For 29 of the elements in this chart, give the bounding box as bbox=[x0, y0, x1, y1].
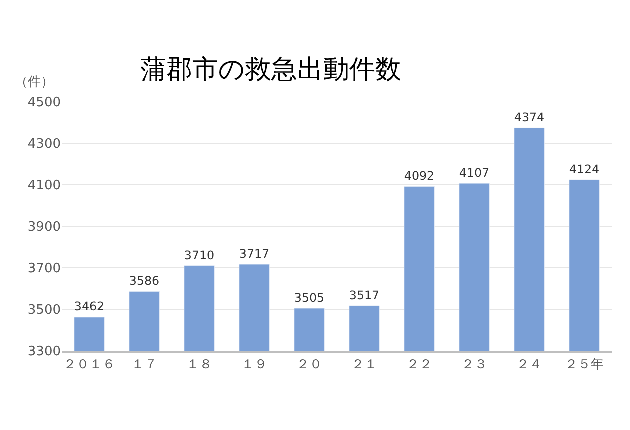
y-tick-label: 4300 bbox=[28, 137, 61, 152]
y-axis-title: （件） bbox=[15, 75, 54, 90]
data-label: 3517 bbox=[349, 288, 380, 302]
data-label: 4107 bbox=[459, 166, 490, 180]
y-tick-label: 3300 bbox=[28, 344, 61, 360]
x-tick-label: ２４ bbox=[516, 357, 542, 372]
y-tick-label: 3500 bbox=[28, 303, 61, 318]
x-tick-label: ２０ bbox=[296, 357, 322, 372]
x-tick-label: １８ bbox=[186, 357, 212, 372]
x-tick-label: ２５年 bbox=[565, 357, 604, 372]
data-label: 3462 bbox=[74, 300, 105, 314]
chart-title: 蒲郡市の救急出動件数 bbox=[140, 54, 402, 85]
y-tick-label: 4500 bbox=[28, 96, 61, 111]
x-tick-label: １７ bbox=[132, 357, 158, 372]
y-tick-label: 3700 bbox=[28, 262, 61, 277]
x-tick-label: ２０１６ bbox=[64, 357, 116, 372]
x-tick-label: ２１ bbox=[352, 357, 378, 372]
data-label: 3710 bbox=[184, 248, 215, 262]
data-label: 3505 bbox=[294, 290, 325, 305]
x-tick-label: １９ bbox=[242, 357, 268, 372]
data-label: 3586 bbox=[129, 274, 160, 288]
x-tick-label: ２３ bbox=[462, 357, 488, 372]
x-tick-label: ２２ bbox=[406, 357, 432, 372]
data-label: 4124 bbox=[569, 162, 600, 176]
data-label: 3717 bbox=[239, 246, 270, 261]
y-tick-label: 4100 bbox=[28, 178, 61, 194]
data-label: 4374 bbox=[514, 110, 545, 124]
y-tick-label: 3900 bbox=[28, 220, 61, 236]
data-label: 4092 bbox=[404, 169, 435, 184]
